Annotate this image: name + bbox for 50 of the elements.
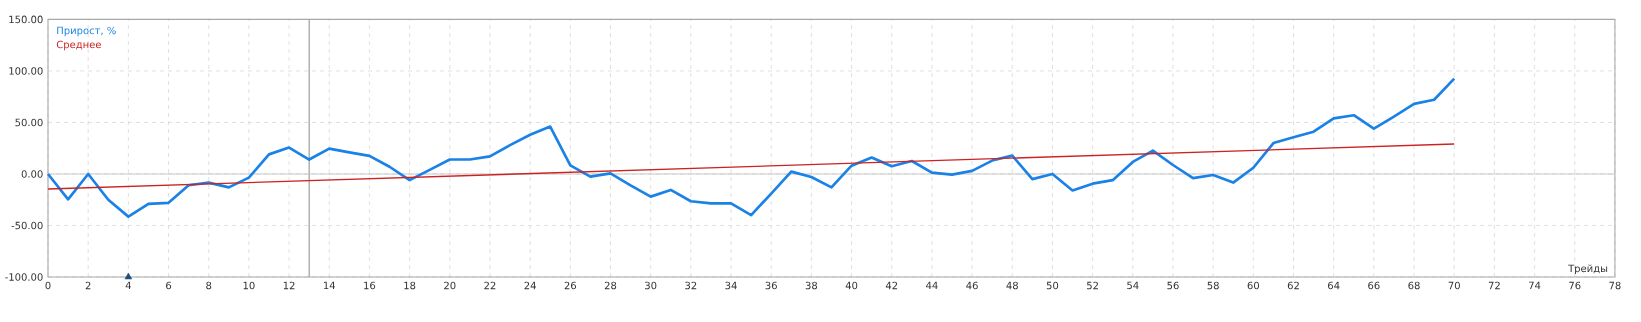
x-tick-label: 68 [1408, 281, 1420, 290]
x-tick-label: 2 [85, 281, 91, 290]
x-tick-label: 6 [166, 281, 172, 290]
x-tick-label: 8 [206, 281, 212, 290]
x-tick-label: 66 [1368, 281, 1380, 290]
y-tick-label: -50.00 [11, 221, 43, 230]
x-tick-label: 38 [805, 281, 818, 290]
x-tick-label: 44 [926, 281, 938, 289]
x-tick-label: 62 [1287, 281, 1299, 290]
y-tick-label: 100.00 [9, 67, 43, 75]
x-tick-label: 42 [885, 281, 898, 290]
x-tick-label: 34 [725, 281, 737, 290]
x-tick-label: 48 [1006, 281, 1018, 290]
x-tick-label: 52 [1087, 281, 1098, 290]
x-tick-label: 46 [966, 281, 978, 290]
x-tick-label: 32 [685, 281, 697, 290]
x-tick-label: 58 [1207, 281, 1219, 290]
x-tick-label: 70 [1448, 281, 1460, 290]
x-tick-label: 64 [1328, 281, 1340, 290]
x-tick-label: 74 [1529, 281, 1541, 289]
x-tick-label: 60 [1247, 281, 1260, 290]
x-tick-label: 0 [45, 281, 51, 290]
line-series [46, 77, 1456, 218]
x-axis-title: Трейды [1568, 264, 1608, 275]
x-tick-label: 12 [283, 281, 295, 290]
y-tick-label: -100.00 [5, 273, 43, 281]
x-tick-label: 24 [524, 281, 536, 290]
x-tick-label: 22 [484, 281, 496, 290]
x-tick-label: 4 [125, 281, 131, 289]
x-tick-label: 20 [444, 281, 456, 290]
x-tick-label: 30 [645, 281, 657, 290]
x-tick-label: 78 [1609, 281, 1621, 290]
x-tick-label: 72 [1488, 281, 1500, 290]
x-tick-label: 14 [324, 281, 336, 289]
x-tick-label: 76 [1569, 281, 1581, 290]
x-tick-label: 26 [564, 281, 577, 290]
x-tick-label: 40 [845, 281, 858, 290]
x-tick-label: 56 [1167, 281, 1179, 290]
y-tick-label: 0.00 [21, 170, 43, 178]
x-tick-label: 10 [243, 281, 255, 290]
y-tick-label: 50.00 [15, 118, 43, 127]
y-tick-label: 150.00 [9, 15, 43, 24]
x-tick-label: 50 [1046, 281, 1059, 290]
text: Прирост, % [57, 26, 116, 37]
x-tick-label: 18 [404, 281, 416, 290]
x-tick-label: 36 [765, 281, 777, 290]
x-tick-label: 28 [604, 281, 617, 290]
x-tick-label: 54 [1127, 281, 1139, 290]
x-tick-label: 16 [364, 281, 376, 290]
text: Среднее [56, 40, 101, 51]
